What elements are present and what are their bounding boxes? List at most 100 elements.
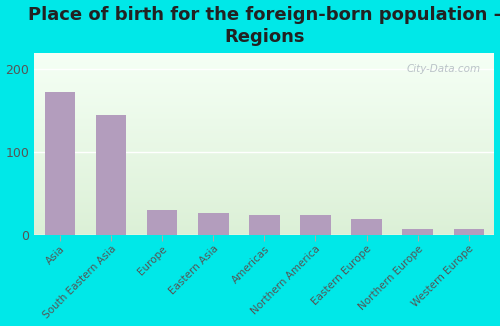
Bar (34, 143, 494, 144)
Bar (34, 132, 494, 133)
Bar (34, 161, 494, 162)
Bar (34, 179, 494, 180)
Bar (34, 145, 494, 146)
Bar (34, 65, 494, 66)
Bar (352, 219, 382, 235)
Bar (34, 171, 494, 172)
Bar (34, 213, 494, 214)
Bar (34, 97, 494, 98)
Bar (34, 158, 494, 159)
Bar (34, 108, 494, 109)
Bar (34, 103, 494, 104)
Bar (34, 217, 494, 218)
Bar (34, 62, 494, 63)
Bar (34, 87, 494, 88)
Bar (34, 115, 494, 116)
Bar (34, 216, 494, 217)
Bar (34, 99, 494, 100)
Bar (34, 147, 494, 148)
Bar (34, 181, 494, 182)
Title: Place of birth for the foreign-born population -
Regions: Place of birth for the foreign-born popu… (28, 6, 500, 46)
Bar (34, 172, 494, 173)
Bar (34, 200, 494, 201)
Bar (34, 69, 494, 70)
Bar (34, 164, 494, 165)
Bar (34, 102, 494, 103)
Bar (34, 126, 494, 127)
Bar (34, 113, 494, 114)
Bar (34, 84, 494, 85)
Bar (34, 100, 494, 101)
Bar (34, 152, 494, 153)
Bar (34, 209, 494, 210)
Bar (34, 119, 494, 120)
Bar (34, 205, 494, 206)
Bar (34, 221, 494, 222)
Bar (34, 218, 494, 219)
Bar (34, 138, 494, 139)
Bar (34, 54, 494, 55)
Bar (34, 76, 494, 77)
Bar (34, 135, 494, 136)
Bar (34, 174, 494, 175)
Bar (34, 77, 494, 78)
Bar (34, 101, 494, 102)
Bar (34, 66, 494, 67)
Bar (34, 175, 494, 176)
Bar (34, 70, 494, 71)
Bar (34, 129, 494, 130)
Bar (34, 223, 494, 224)
Bar (34, 104, 494, 105)
Bar (34, 234, 494, 235)
Bar (34, 149, 494, 150)
Bar (34, 220, 494, 221)
Bar (34, 219, 494, 220)
Bar (34, 94, 494, 95)
Bar (34, 141, 494, 142)
Bar (34, 211, 494, 212)
Bar (34, 207, 494, 208)
Bar (34, 120, 494, 121)
Bar (34, 137, 494, 138)
Bar (34, 166, 494, 167)
Bar (34, 74, 494, 75)
Bar (34, 142, 494, 143)
Bar (34, 170, 494, 171)
Bar (34, 91, 494, 92)
Bar (34, 128, 494, 129)
Bar (34, 150, 494, 151)
Bar (34, 190, 494, 191)
Bar (34, 75, 494, 76)
Bar (34, 146, 494, 147)
Bar (34, 67, 494, 68)
Bar (34, 191, 494, 192)
Bar (34, 109, 494, 110)
Bar (34, 160, 494, 161)
Bar (34, 122, 494, 123)
Bar (198, 213, 228, 235)
Bar (34, 189, 494, 190)
Bar (34, 194, 494, 195)
Bar (34, 89, 494, 90)
Bar (34, 81, 494, 82)
Bar (34, 83, 494, 84)
Bar (34, 231, 494, 232)
Bar (34, 112, 494, 113)
Bar (34, 195, 494, 196)
Bar (34, 107, 494, 108)
Bar (34, 199, 494, 200)
Bar (34, 130, 494, 131)
Bar (34, 192, 494, 193)
Bar (34, 80, 494, 81)
Bar (34, 72, 494, 73)
Bar (34, 73, 494, 74)
Bar (34, 60, 494, 61)
Bar (34, 225, 494, 226)
Bar (34, 169, 494, 170)
Bar (34, 53, 494, 54)
Bar (34, 90, 494, 91)
Bar (34, 68, 494, 69)
Bar (34, 193, 494, 194)
Bar (34, 125, 494, 126)
Bar (34, 167, 494, 168)
